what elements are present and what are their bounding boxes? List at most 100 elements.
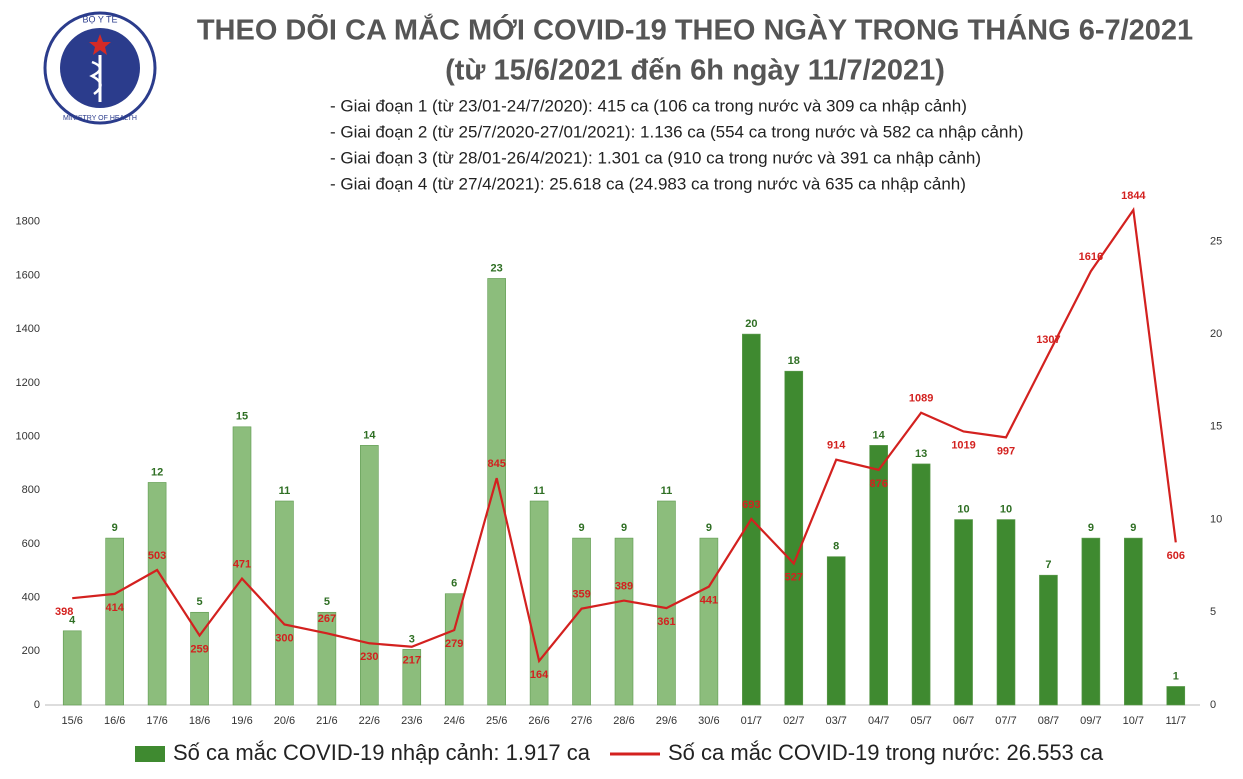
logo-bottom-text: MINISTRY OF HEALTH xyxy=(63,115,137,122)
bar-label: 11 xyxy=(533,485,545,497)
bar-label: 13 xyxy=(915,448,927,460)
legend-swatch xyxy=(135,746,165,762)
line-label: 606 xyxy=(1167,550,1185,562)
x-tick-label: 27/6 xyxy=(571,715,592,727)
bar-label: 15 xyxy=(236,411,248,423)
line-label: 1019 xyxy=(951,439,975,451)
line-label: 845 xyxy=(487,458,505,470)
bar xyxy=(657,500,676,706)
note: - Giai đoạn 4 (từ 27/4/2021): 25.618 ca … xyxy=(330,174,966,193)
y-tick-label: 600 xyxy=(22,538,40,550)
chart-title: THEO DÕI CA MẮC MỚI COVID-19 THEO NGÀY T… xyxy=(197,13,1193,47)
line-label: 1307 xyxy=(1036,334,1060,346)
bar-label: 9 xyxy=(578,522,584,534)
note: - Giai đoạn 3 (từ 28/01-26/4/2021): 1.30… xyxy=(330,148,981,167)
bar xyxy=(232,426,252,706)
bar xyxy=(826,556,846,706)
bar xyxy=(317,611,337,706)
y2-tick-label: 25 xyxy=(1210,235,1222,247)
note: - Giai đoạn 1 (từ 23/01-24/7/2020): 415 … xyxy=(330,96,967,115)
y-tick-label: 800 xyxy=(22,484,40,496)
x-tick-label: 15/6 xyxy=(62,715,83,727)
y-tick-label: 400 xyxy=(22,592,40,604)
y2-tick-label: 15 xyxy=(1210,421,1222,433)
bar xyxy=(572,537,591,706)
y-tick-label: 1000 xyxy=(16,430,40,442)
line-label: 389 xyxy=(615,580,633,592)
line-label: 267 xyxy=(318,613,336,625)
bar-label: 20 xyxy=(745,318,757,330)
x-tick-label: 26/6 xyxy=(528,715,549,727)
bar xyxy=(360,445,379,706)
line-label: 1844 xyxy=(1121,190,1146,202)
x-tick-label: 30/6 xyxy=(698,715,719,727)
line-label: 471 xyxy=(233,558,251,570)
line-label: 503 xyxy=(148,550,166,562)
bar xyxy=(402,649,422,706)
legend-label: Số ca mắc COVID-19 nhập cảnh: 1.917 ca xyxy=(173,740,591,765)
line-label: 914 xyxy=(827,440,846,452)
x-tick-label: 17/6 xyxy=(146,715,167,727)
x-tick-label: 07/7 xyxy=(995,715,1016,727)
x-tick-label: 25/6 xyxy=(486,715,507,727)
line-label: 527 xyxy=(785,571,803,583)
line-label: 300 xyxy=(275,632,293,644)
x-tick-label: 09/7 xyxy=(1080,715,1101,727)
line-label: 414 xyxy=(105,602,124,614)
logo-star xyxy=(89,34,111,55)
x-tick-label: 16/6 xyxy=(104,715,125,727)
bar xyxy=(784,370,804,706)
x-tick-label: 22/6 xyxy=(359,715,380,727)
y2-tick-label: 5 xyxy=(1210,606,1216,618)
line-label: 398 xyxy=(55,606,73,618)
bar xyxy=(62,630,82,706)
bar xyxy=(911,463,931,706)
line-label: 1089 xyxy=(909,393,933,405)
bar-label: 11 xyxy=(279,485,291,497)
y-tick-label: 0 xyxy=(34,699,40,711)
bar-label: 10 xyxy=(1000,503,1012,515)
y-tick-label: 1200 xyxy=(16,377,40,389)
x-tick-label: 01/7 xyxy=(741,715,762,727)
note: - Giai đoạn 2 (từ 25/7/2020-27/01/2021):… xyxy=(330,122,1024,141)
x-tick-label: 02/7 xyxy=(783,715,804,727)
bar-label: 14 xyxy=(873,429,886,441)
bar xyxy=(487,278,506,706)
bar-label: 1 xyxy=(1173,670,1179,682)
bar xyxy=(614,537,634,706)
line xyxy=(72,207,1177,664)
y2-tick-label: 10 xyxy=(1210,513,1222,525)
x-tick-label: 24/6 xyxy=(444,715,465,727)
bar-label: 23 xyxy=(491,262,503,274)
x-tick-label: 20/6 xyxy=(274,715,295,727)
bar xyxy=(1124,537,1143,706)
bar-label: 8 xyxy=(833,541,839,553)
line-label: 441 xyxy=(700,595,718,607)
bar-label: 11 xyxy=(661,485,673,497)
bar xyxy=(147,482,167,706)
legend-label: Số ca mắc COVID-19 trong nước: 26.553 ca xyxy=(668,740,1104,765)
x-tick-label: 21/6 xyxy=(316,715,337,727)
y-tick-label: 200 xyxy=(22,645,40,657)
x-tick-label: 05/7 xyxy=(910,715,931,727)
y-tick-label: 1400 xyxy=(16,323,40,335)
bar-label: 3 xyxy=(409,633,415,645)
bar xyxy=(869,445,888,706)
y-tick-label: 1800 xyxy=(16,216,40,228)
bar-label: 10 xyxy=(957,503,969,515)
x-tick-label: 19/6 xyxy=(231,715,252,727)
x-tick-label: 23/6 xyxy=(401,715,422,727)
bar-label: 9 xyxy=(706,522,712,534)
bar xyxy=(1166,686,1186,706)
x-tick-label: 04/7 xyxy=(868,715,889,727)
chart-subtitle: (từ 15/6/2021 đến 6h ngày 11/7/2021) xyxy=(445,55,945,87)
bar xyxy=(954,519,973,706)
x-tick-label: 10/7 xyxy=(1123,715,1144,727)
bar-label: 12 xyxy=(151,466,163,478)
bar-label: 5 xyxy=(196,596,202,608)
bar-label: 14 xyxy=(363,429,376,441)
bar-label: 5 xyxy=(324,596,330,608)
bar xyxy=(275,500,294,706)
y2-tick-label: 20 xyxy=(1210,328,1222,340)
bar-label: 7 xyxy=(1045,559,1051,571)
